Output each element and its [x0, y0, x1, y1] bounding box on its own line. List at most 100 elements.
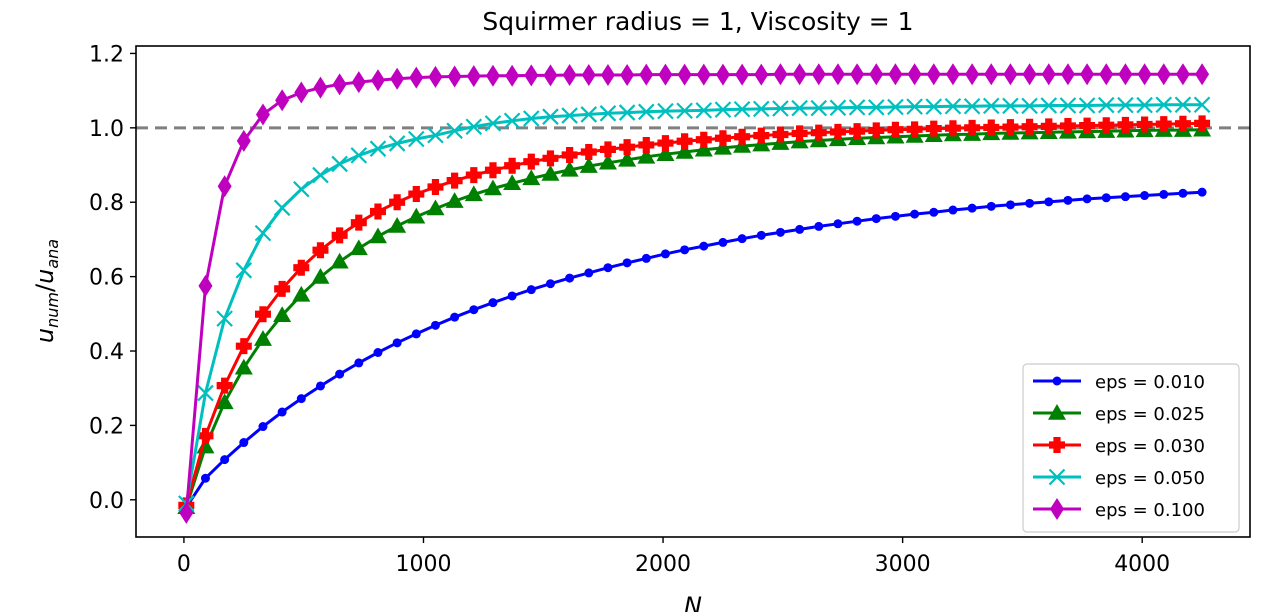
series-point: [926, 63, 941, 86]
series-point: [676, 102, 693, 120]
series-point: [579, 157, 598, 173]
legend-item: eps = 0.025: [1033, 404, 1205, 425]
series-point: [639, 63, 654, 86]
series-point: [1041, 63, 1056, 86]
series-point: [234, 358, 253, 375]
y-label-sub-num: num: [43, 292, 62, 328]
series-point: [945, 63, 960, 86]
series-point: [887, 121, 904, 138]
series-point: [296, 394, 306, 404]
series-point: [255, 103, 270, 126]
series-point: [603, 263, 613, 273]
series-point: [542, 108, 559, 125]
series-point: [258, 422, 268, 432]
series-point: [523, 153, 540, 170]
series-point: [565, 273, 575, 283]
series-point: [660, 249, 670, 259]
series-point: [1140, 191, 1150, 201]
series-point: [388, 135, 406, 152]
series-point: [754, 63, 769, 86]
series-point: [718, 237, 728, 247]
series-4: [178, 96, 1211, 512]
series-point: [656, 145, 675, 161]
series-point: [944, 120, 961, 137]
series-point: [446, 122, 463, 140]
y-axis: 0.0 0.2 0.4 0.6 0.8 1.0 1.2: [89, 42, 136, 514]
plot-frame: [135, 45, 1251, 538]
series-point: [236, 129, 251, 152]
series-point: [1040, 97, 1058, 114]
series-point: [216, 310, 233, 327]
y-label-sub-ana: ana: [43, 239, 62, 269]
series-point: [734, 128, 751, 145]
series-point: [869, 63, 884, 86]
series-point: [714, 130, 731, 147]
legend-item: eps = 0.030: [1033, 436, 1205, 457]
series-point: [906, 98, 923, 115]
series-point: [580, 106, 598, 123]
series-point: [388, 217, 407, 233]
series-point: [466, 65, 481, 88]
series-point: [1117, 116, 1134, 133]
series-point: [505, 64, 520, 87]
series-point: [542, 150, 559, 167]
series-point: [1003, 63, 1018, 86]
series-point: [657, 135, 674, 152]
series-point: [197, 427, 214, 444]
series-point: [753, 127, 770, 144]
legend-box: [1022, 363, 1240, 533]
y-tick-label: 1.0: [89, 117, 124, 142]
series-point: [1099, 63, 1114, 86]
series-point: [1193, 96, 1211, 114]
legend-marker: [1049, 437, 1065, 453]
series-point: [1136, 116, 1153, 133]
series-point: [1118, 63, 1133, 86]
series-point: [1097, 96, 1115, 114]
series-point: [622, 258, 632, 268]
series-point: [351, 71, 366, 94]
series-point: [620, 64, 635, 87]
x-tick-label: 1000: [395, 552, 451, 577]
legend-label: eps = 0.025: [1095, 404, 1205, 425]
series-point: [312, 242, 329, 259]
series-point: [598, 153, 617, 170]
series-point: [503, 112, 521, 130]
series-point: [349, 239, 368, 256]
series-point: [331, 155, 348, 173]
series-point: [216, 377, 233, 394]
series-point: [294, 81, 309, 104]
series-point: [618, 150, 637, 167]
series-point: [426, 199, 445, 216]
series-point: [445, 192, 464, 208]
series-point: [675, 143, 694, 159]
series-point: [1079, 117, 1096, 134]
series-point: [772, 126, 789, 143]
series-point: [907, 63, 922, 86]
legend-marker: [1050, 498, 1064, 520]
series-point: [967, 203, 977, 213]
series-point: [983, 119, 1000, 136]
series-point: [849, 123, 866, 140]
series-point: [699, 241, 709, 251]
series-point: [483, 179, 502, 196]
series-point: [293, 180, 310, 198]
series-point: [735, 63, 750, 86]
series-point: [277, 407, 287, 417]
series-5: [179, 63, 1210, 524]
series-point: [368, 227, 387, 244]
series-point: [929, 207, 939, 217]
series-point: [332, 73, 347, 96]
series-point: [411, 329, 421, 339]
x-tick-label: 2000: [635, 552, 691, 577]
series-point: [1082, 194, 1092, 204]
series-point: [430, 320, 440, 330]
series-point: [350, 147, 368, 164]
y-tick-label: 1.2: [89, 42, 124, 67]
series-point: [235, 262, 253, 279]
series-point: [179, 501, 194, 524]
y-tick-label: 0.8: [89, 191, 124, 216]
series-point: [331, 227, 348, 244]
legend-label: eps = 0.050: [1095, 468, 1205, 489]
series-point: [714, 101, 732, 118]
